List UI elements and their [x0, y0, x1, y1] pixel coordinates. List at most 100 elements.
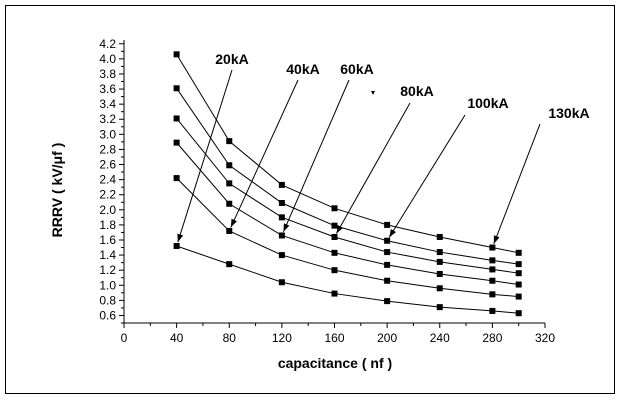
data-point-80kA	[226, 180, 233, 187]
data-point-80kA	[489, 266, 496, 273]
data-point-130kA	[278, 181, 285, 188]
annotation-label-80kA: 80kA	[400, 83, 433, 99]
annotation-arrowhead-20kA	[177, 233, 184, 243]
series-line-60kA	[176, 142, 519, 286]
y-tick-label: 1.0	[99, 278, 116, 292]
data-point-80kA	[515, 270, 522, 277]
data-point-100kA	[515, 261, 522, 268]
data-point-20kA	[436, 304, 443, 311]
annotation-arrow-line-60kA	[283, 79, 350, 232]
series-line-100kA	[176, 88, 519, 265]
series-line-20kA	[176, 245, 519, 314]
series-lines	[176, 54, 519, 314]
data-point-60kA	[436, 270, 443, 277]
data-point-130kA	[226, 138, 233, 145]
data-point-130kA	[436, 233, 443, 240]
data-point-60kA	[489, 277, 496, 284]
data-point-20kA	[489, 307, 496, 314]
data-point-20kA	[515, 310, 522, 317]
y-tick-label: 4.2	[99, 37, 116, 51]
y-tick-label: 1.2	[99, 263, 116, 277]
data-point-130kA	[384, 221, 391, 228]
y-tick-label: 0.8	[99, 293, 116, 307]
data-point-40kA	[515, 293, 522, 300]
data-point-20kA	[173, 243, 180, 250]
data-point-40kA	[489, 291, 496, 298]
stray-arrowhead-mark	[371, 91, 375, 95]
y-tick-label: 3.8	[99, 67, 116, 81]
data-point-80kA	[278, 214, 285, 221]
x-tick-label: 0	[121, 331, 128, 345]
y-tick-label: 2.6	[99, 158, 116, 172]
annotation-arrowhead-40kA	[230, 218, 237, 228]
data-point-80kA	[173, 115, 180, 122]
data-point-40kA	[384, 277, 391, 284]
data-point-40kA	[331, 267, 338, 274]
annotation-arrowhead-130kA	[493, 235, 500, 244]
data-point-40kA	[226, 227, 233, 234]
data-point-100kA	[278, 200, 285, 207]
y-tick-label: 3.6	[99, 82, 116, 96]
data-point-100kA	[436, 249, 443, 256]
data-point-60kA	[515, 281, 522, 288]
annotation-arrow-line-40kA	[230, 79, 299, 228]
series-markers	[173, 51, 522, 317]
y-tick-label: 1.4	[99, 248, 116, 262]
y-tick-label: 2.0	[99, 203, 116, 217]
y-tick-label: 2.8	[99, 142, 116, 156]
annotation-arrow-line-80kA	[336, 102, 411, 234]
annotation-label-20kA: 20kA	[215, 51, 248, 67]
series-line-80kA	[176, 118, 519, 274]
data-point-100kA	[489, 257, 496, 264]
y-tick-label: 2.4	[99, 173, 116, 187]
data-point-20kA	[226, 261, 233, 268]
annotation-arrowhead-100kA	[389, 228, 396, 238]
x-tick-label: 320	[535, 331, 555, 345]
y-tick-label: 0.6	[99, 308, 116, 322]
annotation-label-100kA: 100kA	[467, 95, 508, 111]
chart-frame	[5, 5, 615, 394]
x-tick-label: 120	[272, 331, 292, 345]
series-line-130kA	[176, 54, 519, 254]
annotation-arrowhead-80kA	[336, 225, 344, 234]
data-point-60kA	[226, 200, 233, 207]
annotation-arrow-line-100kA	[388, 114, 466, 238]
x-tick-label: 40	[170, 331, 184, 345]
y-tick-label: 1.8	[99, 218, 116, 232]
data-point-80kA	[331, 233, 338, 240]
x-tick-label: 200	[377, 331, 397, 345]
y-tick-label: 1.6	[99, 233, 116, 247]
axes: 0 40 80 120 160 200 240 280 3200.60.81.01.21.41.…	[99, 37, 555, 345]
annotation-arrow-line-20kA	[177, 69, 233, 243]
y-tick-label: 3.4	[99, 97, 116, 111]
y-axis-title: RRRV ( kV/μf )	[49, 143, 65, 238]
x-tick-label: 160	[324, 331, 344, 345]
data-point-100kA	[331, 222, 338, 229]
y-tick-label: 2.2	[99, 188, 116, 202]
data-point-130kA	[331, 205, 338, 212]
x-tick-label: 80	[223, 331, 237, 345]
data-point-130kA	[173, 51, 180, 58]
x-axis-title: capacitance ( nf )	[278, 355, 392, 371]
data-point-80kA	[436, 258, 443, 265]
annotation-arrow-line-130kA	[493, 123, 541, 244]
data-point-40kA	[173, 175, 180, 182]
data-point-40kA	[278, 252, 285, 259]
annotation-arrowhead-60kA	[283, 223, 290, 232]
data-point-80kA	[384, 249, 391, 256]
x-tick-label: 280	[482, 331, 502, 345]
annotation-label-60kA: 60kA	[340, 61, 373, 77]
x-tick-label: 240	[430, 331, 450, 345]
annotation-label-40kA: 40kA	[286, 61, 319, 77]
series-line-40kA	[176, 177, 519, 298]
y-tick-label: 4.0	[99, 52, 116, 66]
data-point-130kA	[489, 244, 496, 251]
data-point-20kA	[331, 290, 338, 297]
y-tick-label: 3.2	[99, 112, 116, 126]
data-point-60kA	[331, 249, 338, 256]
data-point-40kA	[436, 285, 443, 292]
data-point-130kA	[515, 249, 522, 256]
data-point-60kA	[278, 232, 285, 239]
data-point-20kA	[384, 298, 391, 305]
